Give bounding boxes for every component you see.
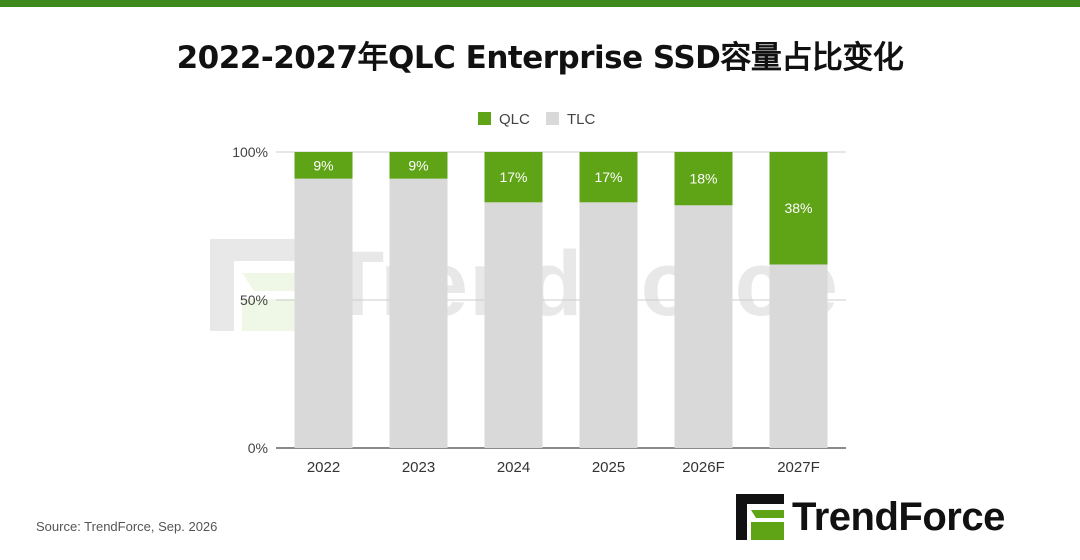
y-tick-label: 0% xyxy=(248,440,268,456)
x-tick-label: 2026F xyxy=(682,459,725,476)
data-label-qlc: 9% xyxy=(408,157,428,173)
x-tick-label: 2023 xyxy=(402,459,435,476)
chart-title: 2022-2027年QLC Enterprise SSD容量占比变化 xyxy=(176,40,904,76)
top-accent-bar xyxy=(0,0,1080,7)
bar-tlc xyxy=(484,202,543,448)
data-label-qlc: 38% xyxy=(784,200,812,216)
x-tick-label: 2022 xyxy=(307,459,340,476)
y-tick-label: 100% xyxy=(232,144,268,160)
data-label-qlc: 17% xyxy=(499,169,527,185)
bar-qlc xyxy=(389,152,448,179)
source-note: Source: TrendForce, Sep. 2026 xyxy=(36,519,218,534)
trendforce-logo: TrendForce xyxy=(736,493,1005,541)
bar-qlc xyxy=(294,152,353,179)
x-tick-label: 2025 xyxy=(592,459,625,476)
trendforce-logo-icon xyxy=(736,494,784,540)
legend-swatch-qlc xyxy=(478,112,491,125)
legend-label-tlc: TLC xyxy=(567,111,596,128)
bar-qlc xyxy=(769,152,828,265)
x-tick-label: 2027F xyxy=(777,459,820,476)
data-label-qlc: 17% xyxy=(594,169,622,185)
trendforce-watermark-icon xyxy=(210,238,310,331)
logo-text: TrendForce xyxy=(792,494,1005,539)
bar-qlc xyxy=(484,152,543,203)
bar-qlc xyxy=(674,152,733,206)
bar-tlc xyxy=(294,178,353,448)
legend-swatch-tlc xyxy=(546,112,559,125)
legend-label-qlc: QLC xyxy=(499,111,530,128)
bar-tlc xyxy=(579,202,638,448)
data-label-qlc: 18% xyxy=(689,171,717,187)
x-tick-label: 2024 xyxy=(497,459,530,476)
bar-qlc xyxy=(579,152,638,203)
bar-tlc xyxy=(389,178,448,448)
bar-tlc xyxy=(674,205,733,448)
data-label-qlc: 9% xyxy=(313,157,333,173)
y-tick-label: 50% xyxy=(240,292,268,308)
bar-tlc xyxy=(769,264,828,448)
